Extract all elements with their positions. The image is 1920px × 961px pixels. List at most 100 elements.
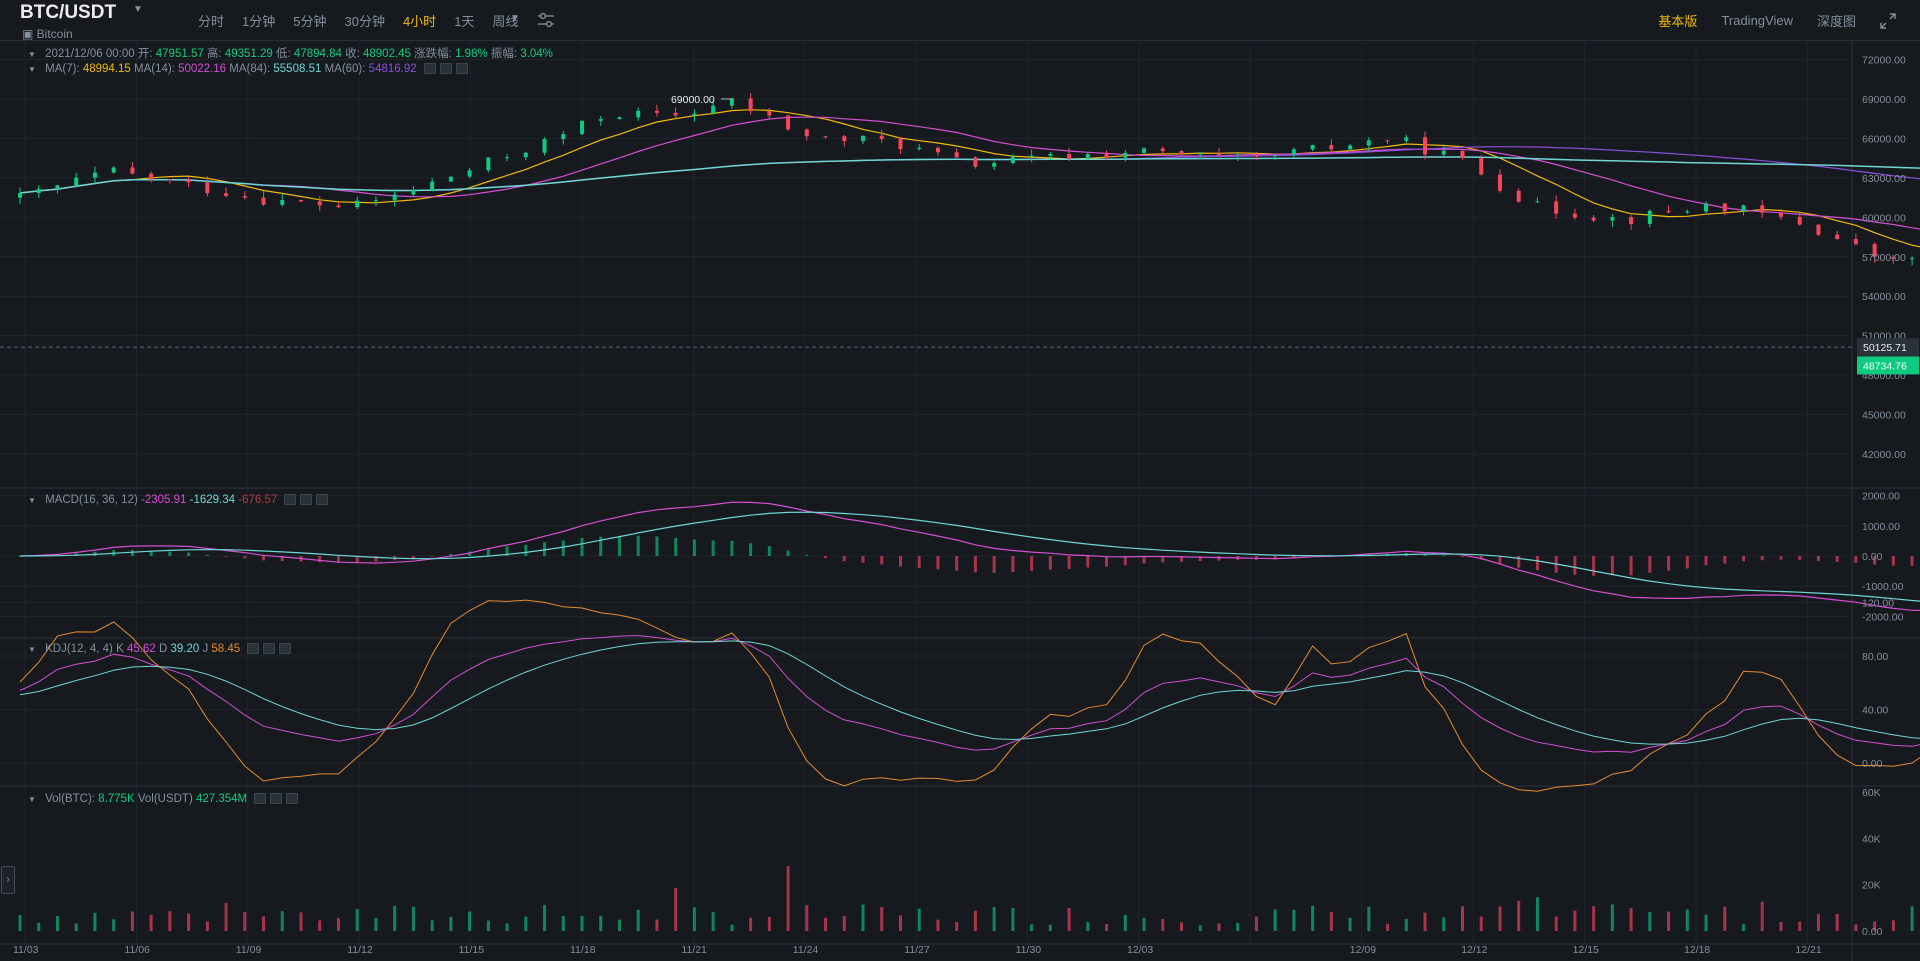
candle-body — [355, 200, 360, 208]
candle-body — [167, 179, 172, 181]
collapse-icon[interactable]: ▼ — [28, 50, 36, 59]
settings-icon[interactable] — [423, 63, 436, 75]
volume-bar — [1554, 916, 1558, 931]
volume-bar — [992, 907, 996, 931]
time-axis-label: 11/09 — [236, 944, 262, 956]
macd-hist-bar — [1816, 556, 1820, 561]
volume-bar — [1292, 909, 1296, 931]
kdj-j-line — [19, 599, 1920, 792]
d-label: D — [158, 643, 168, 655]
candle-body — [336, 205, 341, 208]
candle-body — [973, 157, 978, 167]
symbol-title[interactable]: BTC/USDT — [20, 2, 117, 23]
interval-tab-1m[interactable]: 1分钟 — [242, 14, 276, 29]
time-axis: 11/03 11/06 11/09 11/12 11/15 11/18 11/21 11/24… — [13, 944, 1822, 956]
interval-tab-30m[interactable]: 30分钟 — [344, 14, 385, 29]
symbol-dropdown-icon[interactable]: ▼ — [133, 4, 143, 15]
chevron-down-icon[interactable]: ▼ — [510, 13, 520, 24]
candle-body — [392, 194, 397, 201]
kdj-axis-label: 0.00 — [1862, 758, 1883, 770]
price-axis-label: 45000.00 — [1862, 410, 1906, 422]
candle-body — [1348, 145, 1353, 150]
close-icon[interactable] — [286, 793, 299, 805]
k-label: K — [116, 643, 124, 655]
close-icon[interactable] — [279, 643, 292, 655]
tab-basic[interactable]: 基本版 — [1658, 14, 1698, 29]
ma84-value: 55508.51 — [273, 63, 322, 75]
volume-bar — [599, 915, 603, 931]
candle-body — [879, 135, 884, 139]
expand-icon[interactable] — [1880, 12, 1896, 29]
interval-tab-1w[interactable]: 周线 — [492, 14, 519, 29]
settings-icon[interactable] — [247, 643, 260, 655]
candle-body — [1722, 203, 1727, 212]
candle-body — [935, 147, 940, 153]
candle-body — [467, 170, 472, 177]
macd-hist-bar — [1891, 556, 1895, 566]
volume-bar — [1592, 906, 1596, 931]
volume-bar — [1479, 916, 1483, 931]
volume-bar — [824, 917, 828, 931]
macd-hist-bar — [1685, 556, 1689, 569]
candle-body — [299, 200, 304, 202]
collapse-icon[interactable]: ▼ — [28, 65, 36, 74]
macd-axis-label: 0.00 — [1862, 551, 1883, 563]
interval-tab-realtime[interactable]: 分时 — [198, 14, 225, 29]
close-icon[interactable] — [316, 494, 329, 506]
ma14-value: 50022.16 — [178, 63, 227, 75]
settings-icon[interactable] — [254, 793, 267, 805]
volume-bar — [711, 911, 715, 931]
collapse-icon[interactable]: ▼ — [28, 496, 36, 505]
interval-tab-4h[interactable]: 4小时 — [402, 14, 437, 29]
coin-icon: ▣ — [22, 27, 37, 41]
candle-body — [430, 181, 435, 191]
volume-bar — [149, 914, 153, 931]
macd-hist-bar — [1292, 556, 1296, 559]
close-icon[interactable] — [455, 63, 468, 75]
hide-icon[interactable] — [439, 63, 452, 75]
candle-body — [1629, 217, 1634, 224]
interval-tab-5m[interactable]: 5分钟 — [293, 14, 327, 29]
low-value: 47894.84 — [293, 48, 342, 60]
tab-tradingview[interactable]: TradingView — [1721, 13, 1793, 28]
candle-body — [1797, 216, 1802, 225]
candle-body — [1816, 224, 1821, 235]
macd-hist-bar — [1760, 556, 1764, 561]
macd-hist-bar — [1423, 554, 1427, 556]
macd-hist-bar — [1873, 556, 1877, 565]
candle-body — [542, 139, 547, 153]
last-price-label: 48734.76 — [1863, 360, 1907, 372]
j-value: 58.45 — [211, 643, 241, 655]
interval-tab-1d[interactable]: 1天 — [454, 14, 475, 29]
ma14-label: MA(14): — [134, 63, 175, 75]
vol-axis-label: 60K — [1862, 787, 1881, 799]
kdj-axis-label: 40.00 — [1862, 705, 1888, 717]
collapse-icon[interactable]: ▼ — [28, 795, 36, 804]
candle-body — [18, 193, 22, 198]
sidebar-toggle-handle[interactable]: › — [1, 866, 15, 894]
indicator-settings-icon[interactable] — [537, 12, 555, 28]
candle-body — [1760, 205, 1765, 213]
hide-icon[interactable] — [300, 494, 313, 506]
candle-body — [992, 163, 997, 167]
volume-bar — [1667, 911, 1671, 931]
macd-axis-label: 1000.00 — [1862, 521, 1900, 533]
macd-hist-bar — [655, 536, 659, 556]
hide-icon[interactable] — [270, 793, 283, 805]
ma7-value: 48994.15 — [82, 63, 131, 75]
tab-depth[interactable]: 深度图 — [1816, 14, 1856, 29]
collapse-icon[interactable]: ▼ — [28, 645, 36, 654]
hide-icon[interactable] — [263, 643, 276, 655]
volume-bar — [1816, 914, 1820, 931]
vol-btc-label: Vol(BTC): — [45, 793, 95, 805]
volume-bar — [1629, 907, 1633, 931]
volume-bar — [1086, 922, 1090, 931]
macd-hist-bar — [1217, 556, 1221, 561]
candle-body — [1835, 234, 1840, 240]
candle-body — [711, 105, 716, 114]
price-axis-label: 72000.00 — [1862, 55, 1906, 67]
settings-icon[interactable] — [284, 494, 297, 506]
volume-bar — [112, 919, 116, 931]
candle-body — [205, 182, 210, 194]
